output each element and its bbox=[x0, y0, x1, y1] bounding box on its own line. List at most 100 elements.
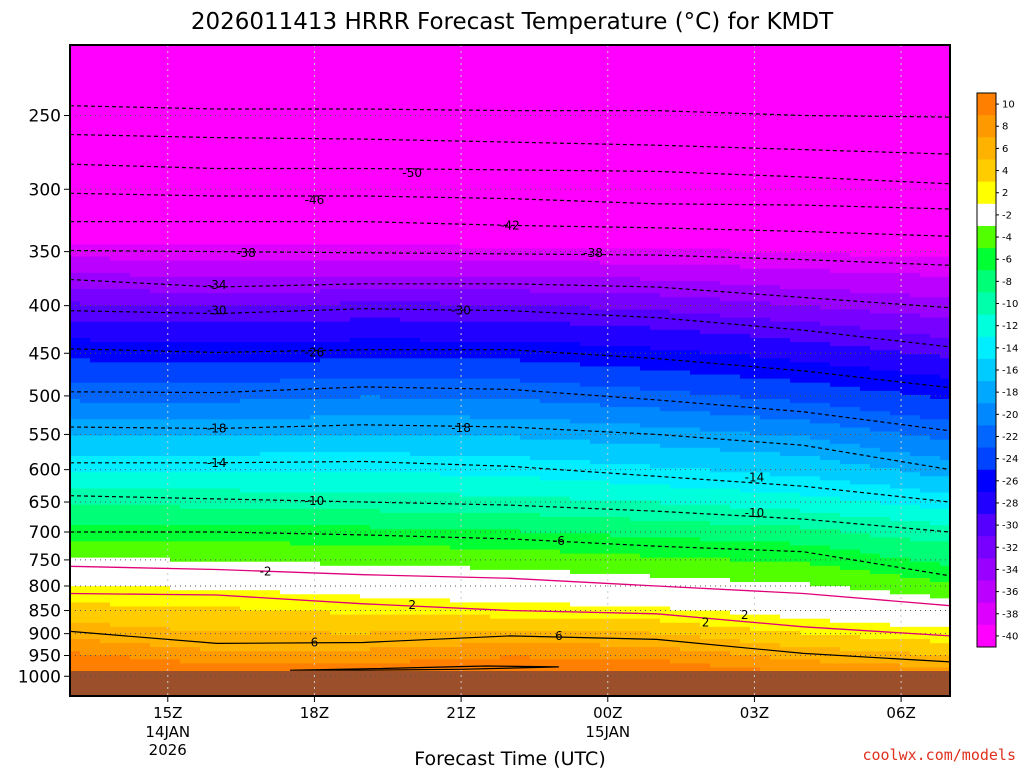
temperature-cell bbox=[130, 224, 141, 229]
temperature-cell bbox=[120, 207, 131, 213]
temperature-cell bbox=[120, 516, 131, 522]
temperature-cell bbox=[300, 297, 311, 302]
temperature-cell bbox=[270, 122, 281, 127]
temperature-cell bbox=[310, 606, 321, 612]
temperature-cell bbox=[290, 61, 301, 66]
temperature-cell bbox=[140, 49, 151, 54]
temperature-cell bbox=[110, 305, 121, 311]
temperature-cell bbox=[260, 354, 271, 359]
temperature-cell bbox=[190, 301, 201, 306]
temperature-cell bbox=[320, 179, 331, 184]
temperature-cell bbox=[200, 565, 211, 571]
temperature-cell bbox=[150, 366, 161, 372]
temperature-cell bbox=[180, 651, 191, 656]
temperature-cell bbox=[170, 317, 181, 323]
temperature-cell bbox=[170, 504, 181, 510]
temperature-cell bbox=[120, 533, 131, 538]
temperature-cell bbox=[360, 622, 371, 628]
temperature-cell bbox=[100, 207, 111, 213]
temperature-cell bbox=[360, 106, 371, 111]
temperature-cell bbox=[110, 403, 121, 408]
temperature-cell bbox=[140, 199, 151, 205]
temperature-cell bbox=[230, 264, 241, 270]
temperature-cell bbox=[220, 232, 231, 237]
temperature-cell bbox=[360, 492, 371, 498]
temperature-cell bbox=[90, 162, 101, 168]
temperature-cell bbox=[340, 626, 351, 632]
temperature-cell bbox=[140, 53, 151, 58]
temperature-cell bbox=[280, 362, 291, 368]
temperature-cell bbox=[140, 183, 151, 189]
temperature-cell bbox=[280, 358, 291, 363]
temperature-cell bbox=[230, 65, 241, 71]
temperature-cell bbox=[250, 346, 261, 351]
temperature-cell bbox=[310, 415, 321, 420]
temperature-cell bbox=[290, 508, 301, 514]
temperature-cell bbox=[190, 272, 201, 278]
temperature-cell bbox=[90, 317, 101, 323]
temperature-cell bbox=[320, 398, 331, 404]
temperature-cell bbox=[230, 423, 241, 429]
temperature-cell bbox=[310, 411, 321, 416]
temperature-cell bbox=[130, 252, 141, 258]
temperature-cell bbox=[120, 472, 131, 477]
temperature-cell bbox=[110, 325, 121, 331]
temperature-cell bbox=[100, 508, 111, 514]
temperature-cell bbox=[100, 89, 111, 95]
temperature-cell bbox=[70, 81, 81, 87]
temperature-cell bbox=[270, 57, 281, 62]
temperature-cell bbox=[280, 162, 291, 168]
temperature-cell bbox=[140, 504, 151, 510]
temperature-cell bbox=[70, 386, 81, 392]
temperature-cell bbox=[140, 415, 151, 420]
temperature-cell bbox=[270, 191, 281, 197]
temperature-cell bbox=[310, 138, 321, 144]
temperature-cell bbox=[100, 651, 111, 656]
temperature-cell bbox=[140, 374, 151, 380]
temperature-cell bbox=[120, 146, 131, 152]
temperature-cell bbox=[170, 207, 181, 213]
temperature-cell bbox=[230, 337, 241, 343]
temperature-cell bbox=[370, 211, 381, 217]
temperature-cell bbox=[100, 93, 111, 99]
temperature-cell bbox=[160, 541, 171, 547]
temperature-cell bbox=[320, 431, 331, 437]
temperature-cell bbox=[170, 659, 181, 665]
temperature-cell bbox=[90, 313, 101, 319]
temperature-cell bbox=[330, 203, 341, 209]
temperature-cell bbox=[180, 508, 191, 514]
temperature-cell bbox=[350, 305, 361, 311]
temperature-cell bbox=[260, 582, 271, 587]
temperature-cell bbox=[290, 431, 301, 437]
temperature-cell bbox=[130, 439, 141, 445]
temperature-cell bbox=[150, 256, 161, 262]
temperature-cell bbox=[130, 488, 141, 494]
temperature-cell bbox=[360, 191, 371, 197]
temperature-cell bbox=[350, 594, 361, 599]
temperature-cell bbox=[140, 321, 151, 327]
temperature-cell bbox=[170, 508, 181, 514]
temperature-cell bbox=[290, 525, 301, 530]
temperature-cell bbox=[370, 191, 381, 197]
temperature-cell bbox=[120, 89, 131, 95]
temperature-cell bbox=[320, 236, 331, 241]
temperature-cell bbox=[320, 496, 331, 502]
temperature-cell bbox=[290, 158, 301, 164]
temperature-cell bbox=[220, 655, 231, 660]
temperature-cell bbox=[190, 114, 201, 119]
temperature-cell bbox=[220, 541, 231, 547]
temperature-cell bbox=[250, 407, 261, 412]
temperature-cell bbox=[210, 154, 221, 160]
temperature-cell bbox=[330, 219, 341, 225]
temperature-cell bbox=[200, 81, 211, 87]
temperature-cell bbox=[350, 541, 361, 547]
temperature-cell bbox=[250, 476, 261, 481]
temperature-cell bbox=[300, 655, 311, 660]
temperature-cell bbox=[320, 293, 331, 298]
temperature-cell bbox=[330, 329, 341, 335]
temperature-cell bbox=[100, 472, 111, 477]
temperature-cell bbox=[240, 618, 251, 624]
temperature-cell bbox=[80, 297, 91, 302]
temperature-cell bbox=[320, 122, 331, 127]
temperature-cell bbox=[350, 171, 361, 176]
